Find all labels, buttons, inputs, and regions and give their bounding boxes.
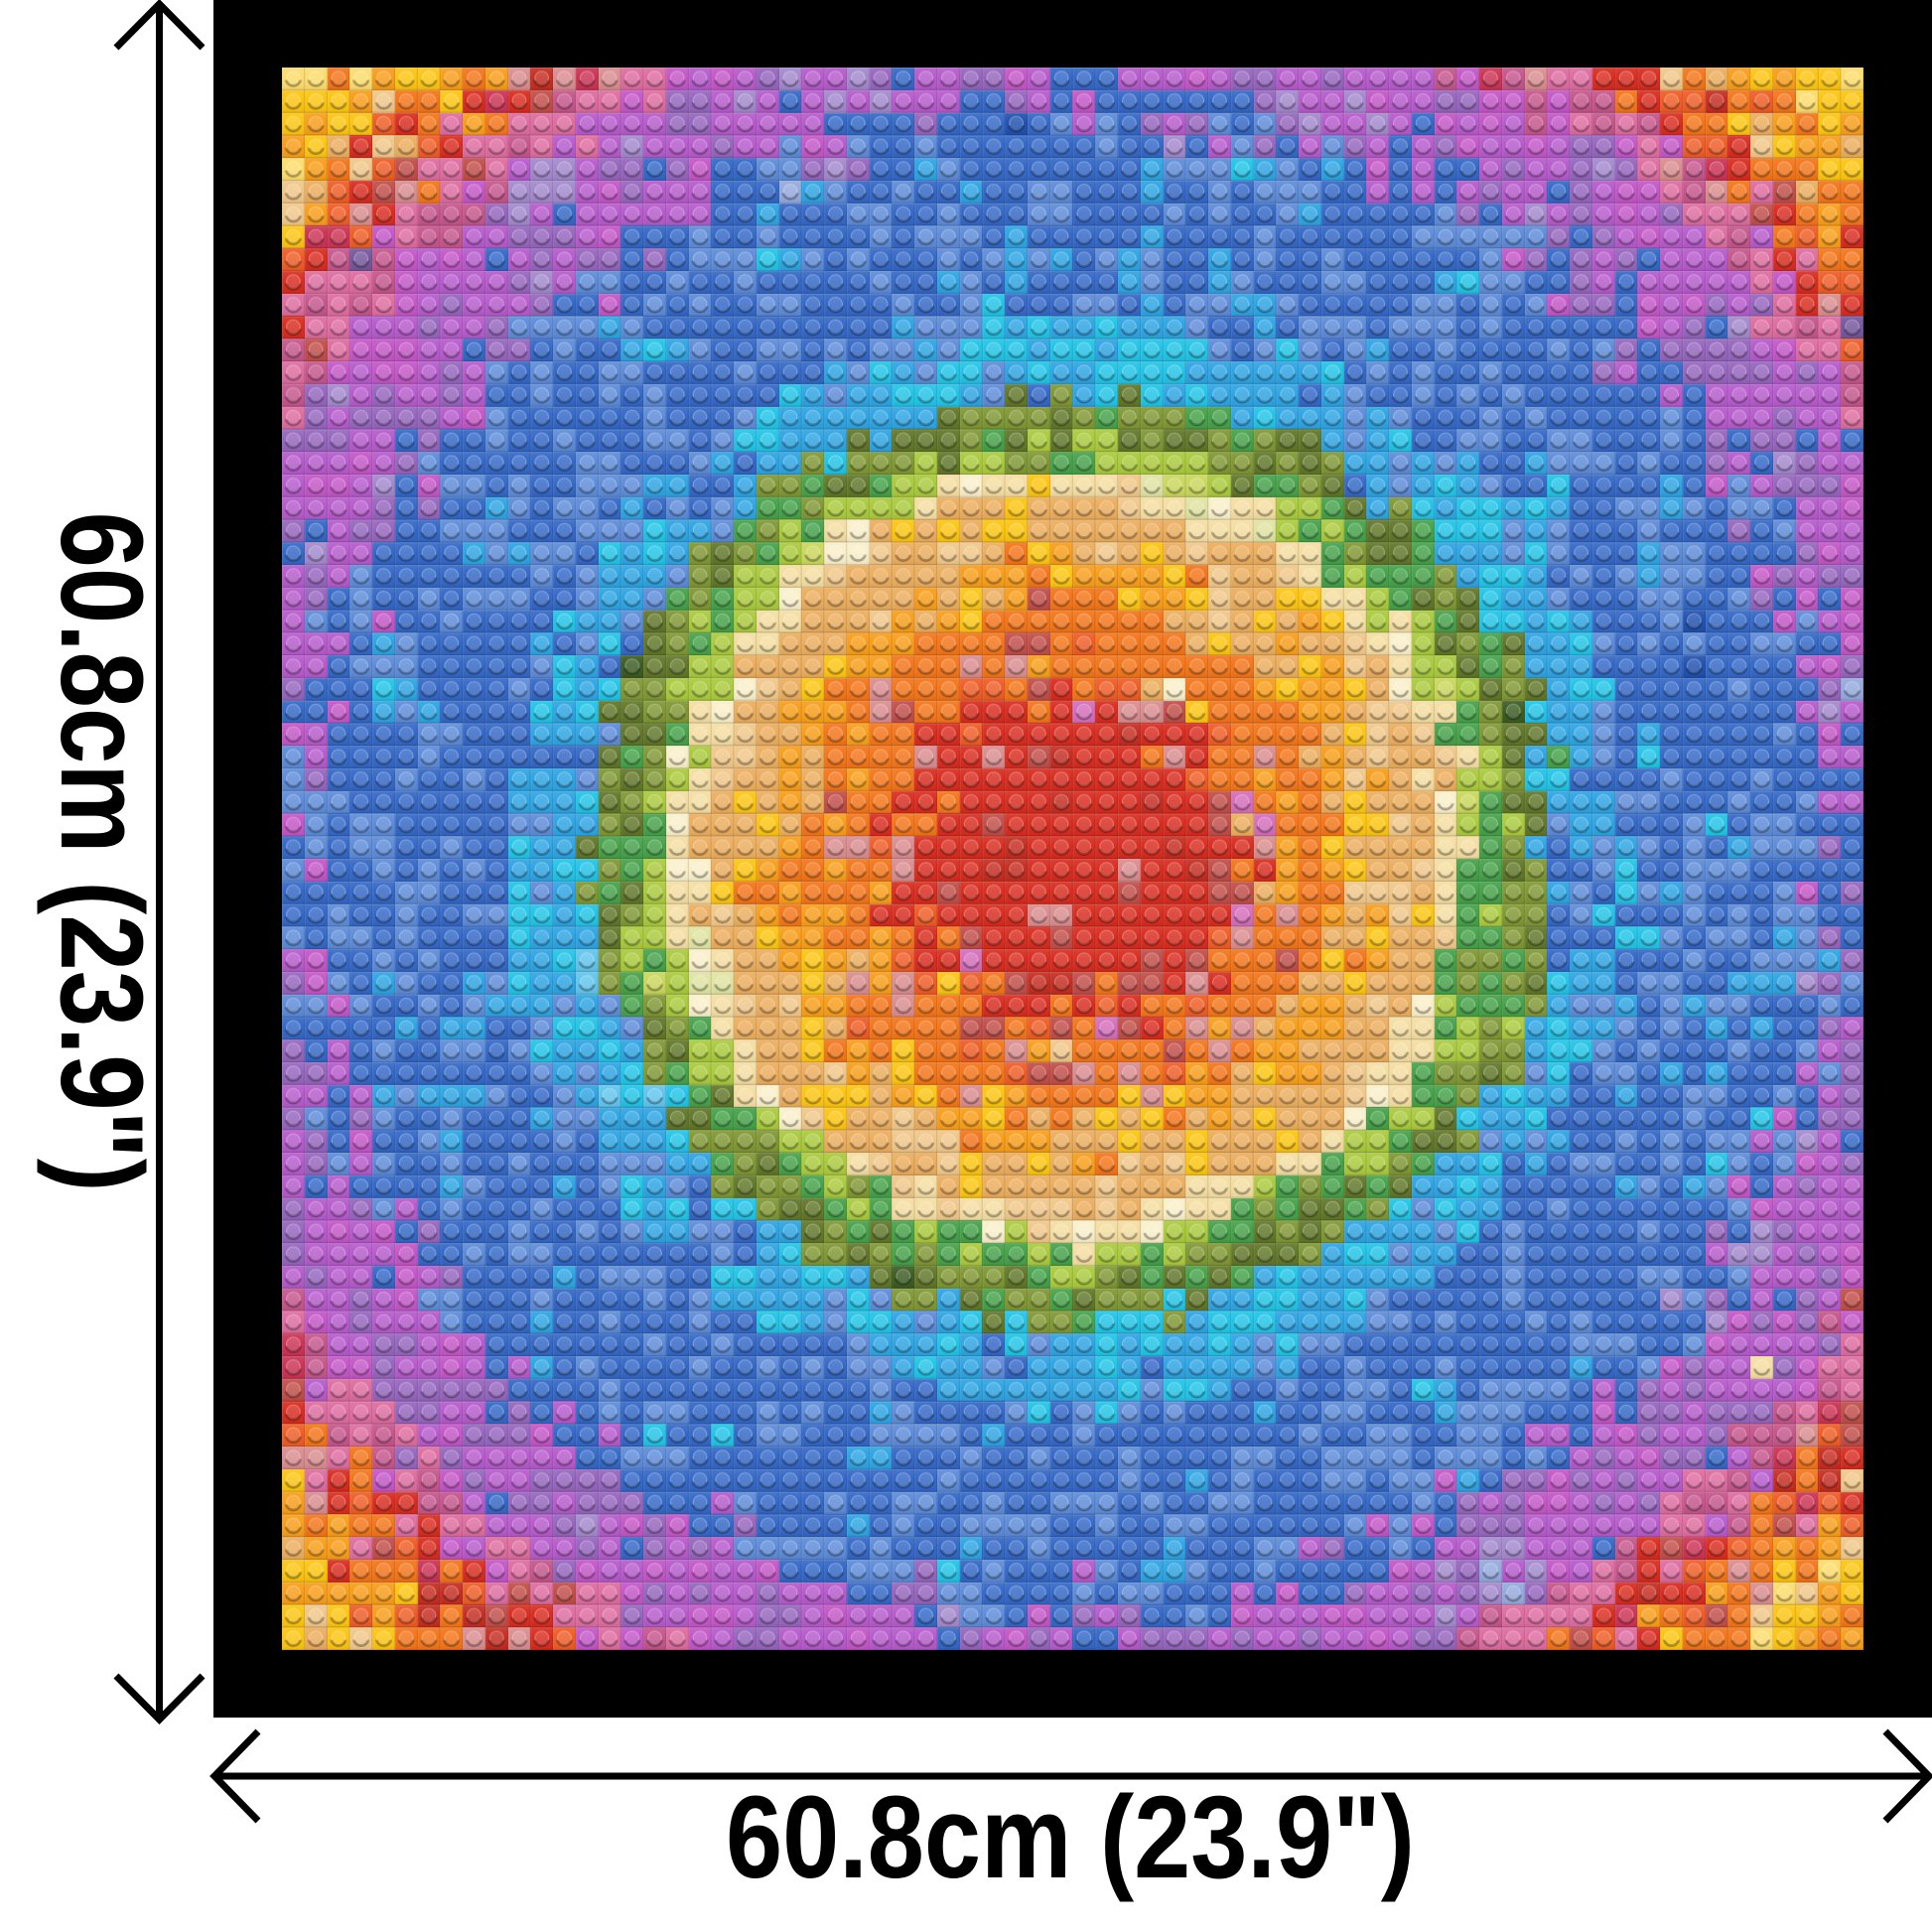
svg-text:60.8cm (23.9"): 60.8cm (23.9") <box>726 1772 1415 1903</box>
svg-text:60.8cm (23.9"): 60.8cm (23.9") <box>36 512 167 1192</box>
